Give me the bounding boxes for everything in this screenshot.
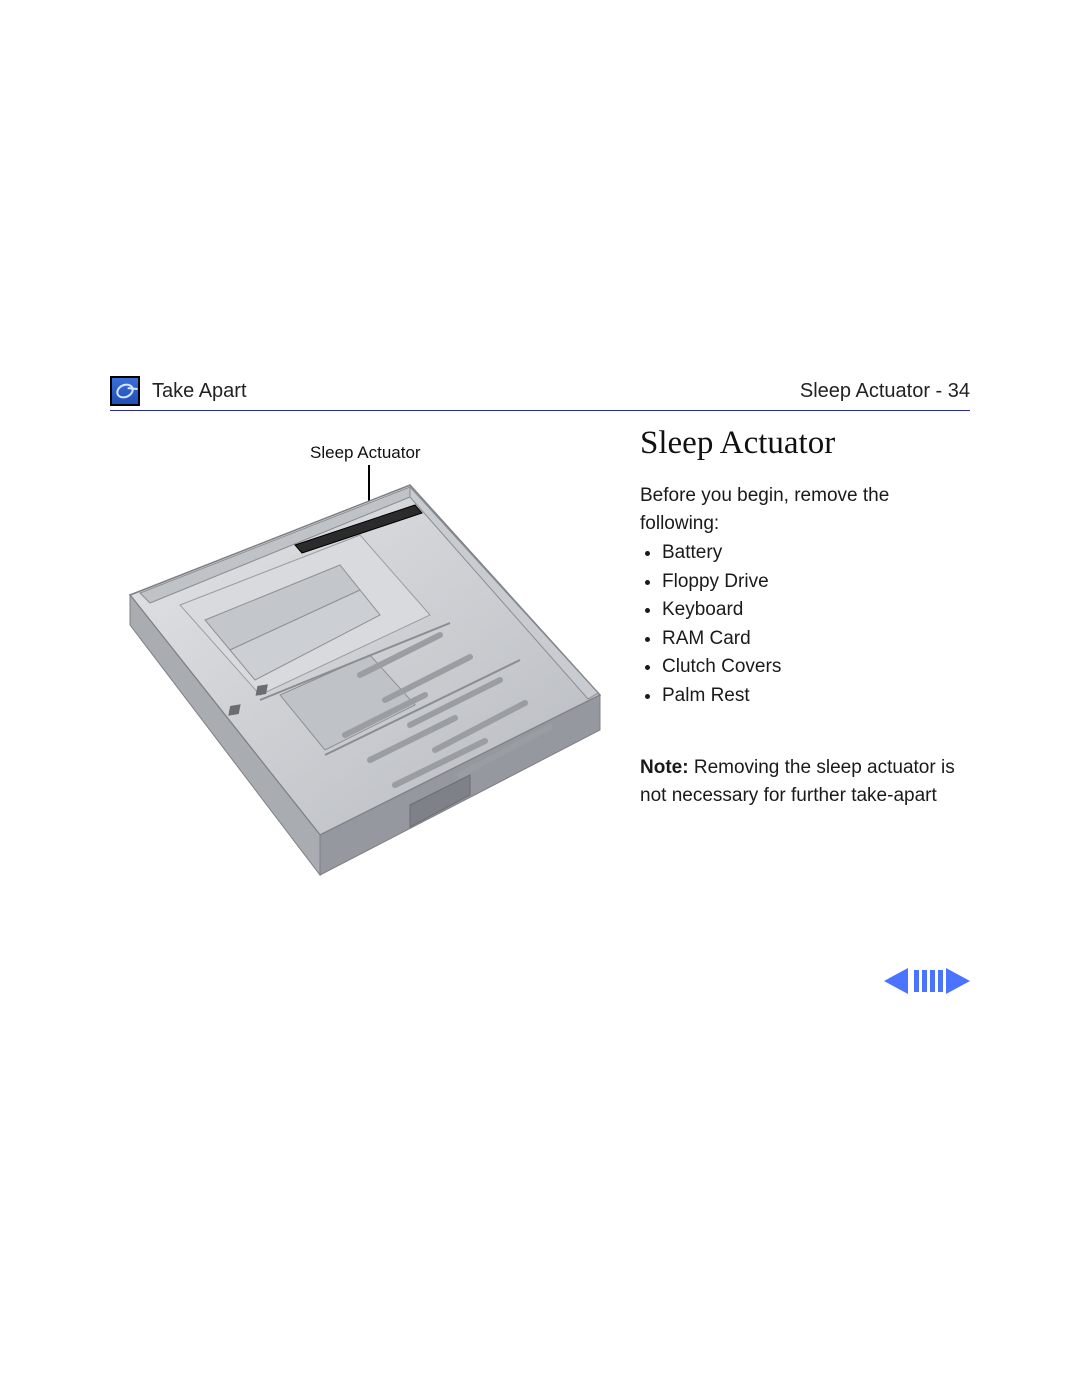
list-item: Palm Rest bbox=[662, 682, 970, 711]
figure: Sleep Actuator bbox=[110, 425, 610, 809]
page-nav bbox=[884, 966, 970, 996]
nav-index-icon[interactable] bbox=[914, 970, 943, 992]
manual-page: Take Apart Sleep Actuator - 34 Sleep Act… bbox=[110, 376, 970, 996]
list-item: Floppy Drive bbox=[662, 568, 970, 597]
chassis-illustration bbox=[110, 475, 610, 905]
note-text: Note: Removing the sleep actuator is not… bbox=[640, 754, 970, 809]
list-item: Battery bbox=[662, 539, 970, 568]
note-label: Note: bbox=[640, 757, 689, 778]
intro-text: Before you begin, remove the following: bbox=[640, 482, 970, 537]
list-item: Clutch Covers bbox=[662, 653, 970, 682]
content-column: Sleep Actuator Before you begin, remove … bbox=[610, 425, 970, 809]
page-title: Sleep Actuator bbox=[640, 425, 970, 462]
nav-next-icon[interactable] bbox=[946, 968, 970, 994]
list-item: Keyboard bbox=[662, 596, 970, 625]
prerequisite-list: Battery Floppy Drive Keyboard RAM Card C… bbox=[662, 539, 970, 710]
section-icon bbox=[110, 376, 140, 406]
list-item: RAM Card bbox=[662, 625, 970, 654]
figure-callout-label: Sleep Actuator bbox=[310, 443, 421, 463]
screwdriver-icon bbox=[114, 381, 136, 401]
page-body: Sleep Actuator bbox=[110, 425, 970, 809]
section-name: Take Apart bbox=[152, 380, 247, 403]
page-header: Take Apart Sleep Actuator - 34 bbox=[110, 376, 970, 411]
nav-prev-icon[interactable] bbox=[884, 968, 908, 994]
page-label: Sleep Actuator - 34 bbox=[800, 380, 970, 403]
